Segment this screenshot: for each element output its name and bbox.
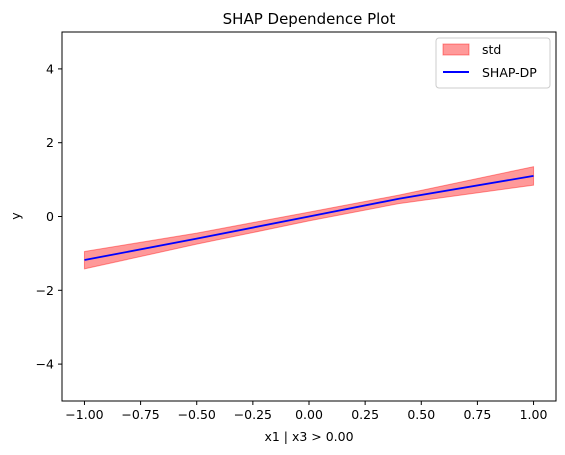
- y-tick-label: 2: [46, 135, 54, 150]
- y-tick-label: −4: [36, 357, 54, 372]
- chart-title: SHAP Dependence Plot: [223, 10, 396, 28]
- legend-shap-dp-label: SHAP-DP: [482, 65, 537, 80]
- x-tick-label: −0.25: [234, 407, 272, 422]
- std-band: [83, 166, 535, 270]
- legend-std-swatch: [442, 43, 470, 56]
- y-tick-label: −2: [36, 283, 54, 298]
- x-tick-label: 0.75: [463, 407, 491, 422]
- y-axis-ticks: 4 2 0 −2 −4: [36, 61, 62, 372]
- shap-dp-line-layer: [84, 175, 534, 261]
- y-axis-label: y: [8, 212, 23, 220]
- x-tick-label: 1.00: [520, 407, 548, 422]
- legend: std SHAP-DP: [435, 37, 551, 89]
- x-tick-label: −1.00: [65, 407, 103, 422]
- shap-dp-line: [84, 175, 534, 261]
- y-tick-label: 4: [46, 61, 54, 76]
- std-band-layer: [83, 166, 535, 270]
- x-tick-label: −0.75: [121, 407, 159, 422]
- x-tick-label: 0.25: [351, 407, 379, 422]
- x-tick-label: 0.00: [295, 407, 323, 422]
- legend-box: [435, 37, 551, 89]
- x-tick-label: −0.50: [178, 407, 216, 422]
- x-tick-label: 0.50: [407, 407, 435, 422]
- plot-area: −1.00 −0.75 −0.50 −0.25 0.00 0.25 0.50 0.75 1.00…: [36, 31, 557, 422]
- x-axis-label: x1 | x3 > 0.00: [264, 429, 353, 444]
- x-axis-ticks: −1.00 −0.75 −0.50 −0.25 0.00 0.25 0.50 0.75 1.00: [65, 401, 548, 422]
- y-tick-label: 0: [46, 209, 54, 224]
- legend-std-label: std: [482, 42, 501, 57]
